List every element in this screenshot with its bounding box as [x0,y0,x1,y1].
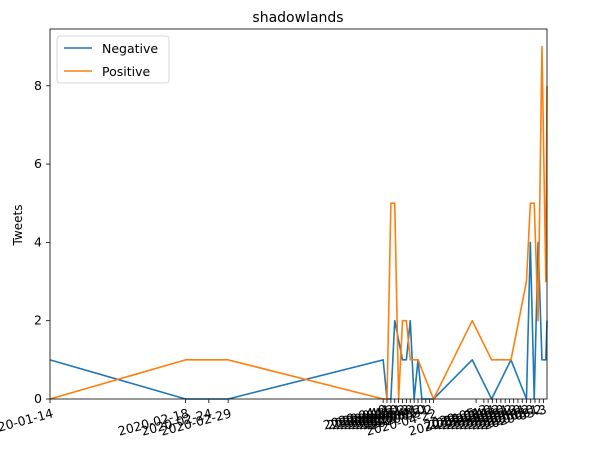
y-tick-label: 4 [34,234,42,249]
x-tick-label: 2020-01-14 [0,405,55,438]
y-tick-label: 6 [34,156,42,171]
legend-label-positive: Positive [102,64,150,79]
legend: Negative Positive [56,35,170,84]
y-tick-label: 2 [34,313,42,328]
y-tick-label: 0 [34,391,42,406]
plot-frame [49,28,548,400]
chart-title: shadowlands [252,10,343,26]
y-axis-label: Tweets [11,205,25,247]
y-tick-label: 8 [34,78,42,93]
series-line-positive [49,45,548,400]
legend-label-negative: Negative [102,41,158,56]
